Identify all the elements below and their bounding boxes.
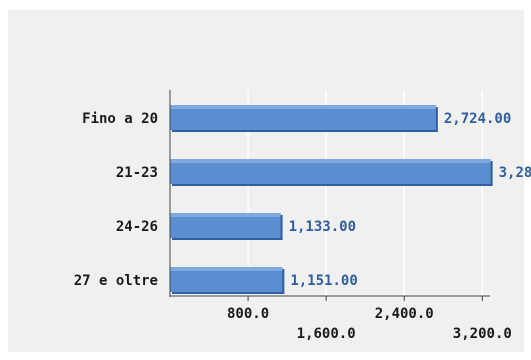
axes <box>169 90 490 301</box>
labels: Fino a 20 2,724.00 21-23 3,285.00 24-26 1,133… <box>74 111 531 342</box>
value-label: 2,724.00 <box>444 111 511 127</box>
bar-highlight <box>170 267 283 271</box>
bar-highlight <box>170 159 491 163</box>
bars <box>170 105 493 294</box>
x-tick-label: 2,400.0 <box>375 306 434 322</box>
bar <box>170 105 436 130</box>
category-label: 21-23 <box>116 165 158 181</box>
value-label: 3,285.00 <box>499 165 531 181</box>
bar-highlight <box>170 213 281 217</box>
bar <box>170 159 491 184</box>
category-label: 24-26 <box>116 219 158 235</box>
category-label: 27 e oltre <box>74 273 158 289</box>
x-tick-label: 1,600.0 <box>297 326 356 342</box>
category-label: Fino a 20 <box>82 111 158 127</box>
x-tick-label: 3,200.0 <box>453 326 512 342</box>
value-label: 1,133.00 <box>289 219 356 235</box>
bar <box>170 213 281 238</box>
value-label: 1,151.00 <box>290 273 357 289</box>
bar-highlight <box>170 105 436 109</box>
x-tick-label: 800.0 <box>227 306 269 322</box>
bar <box>170 267 283 292</box>
